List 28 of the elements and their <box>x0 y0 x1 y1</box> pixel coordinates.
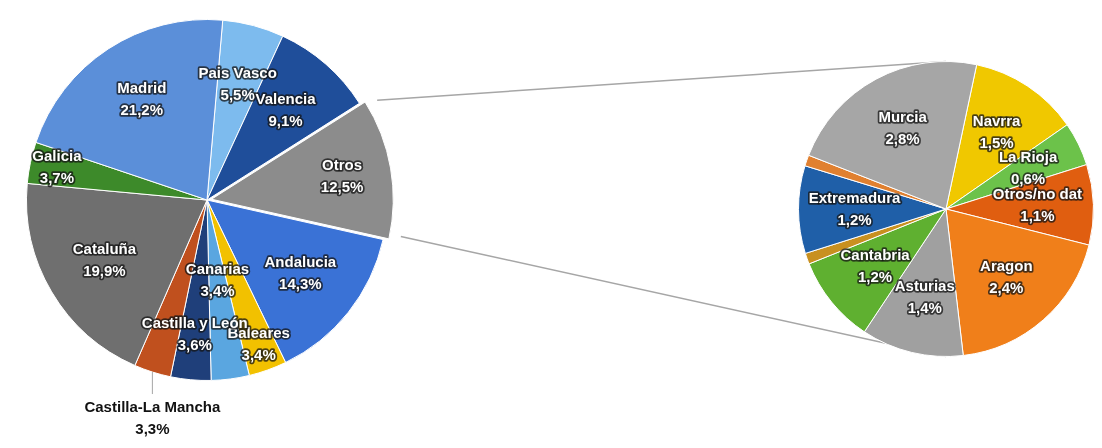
slice-label: Cantabria <box>840 245 911 263</box>
slice-label: Extremadura <box>808 188 902 206</box>
data-label: 1,2% <box>857 267 893 285</box>
data-label: 5,5% <box>220 86 255 104</box>
slice-label: Madrid <box>117 79 167 97</box>
slice-label: Otros <box>322 155 363 173</box>
data-label: 9,1% <box>268 111 303 129</box>
data-label: 19,9% <box>83 261 126 279</box>
data-label: 2,4% <box>989 278 1024 296</box>
data-label: 1,4% <box>907 299 942 317</box>
slice-label: Cataluña <box>72 239 137 257</box>
data-label: 1,2% <box>837 210 872 228</box>
data-label: 1,1% <box>1020 207 1055 225</box>
slice-label: Aragon <box>980 256 1033 274</box>
slice-label: Valencia <box>255 89 317 107</box>
data-label: 21,2% <box>120 101 164 119</box>
data-label: 3,7% <box>39 169 74 187</box>
slice-label: Galicia <box>32 147 83 165</box>
slice-label: Asturias <box>894 277 955 295</box>
data-label: 2,8% <box>885 129 920 147</box>
slice-label: Castilla-La Mancha <box>84 398 221 416</box>
slice-label: Andalucia <box>264 253 337 271</box>
slice-label: Canarias <box>185 259 250 277</box>
slice-label: Navrra <box>972 111 1022 129</box>
data-label: 14,3% <box>279 275 322 293</box>
data-label: 3,3% <box>135 420 170 438</box>
data-label: 0,6% <box>1010 169 1046 187</box>
data-label: 12,5% <box>320 177 364 195</box>
